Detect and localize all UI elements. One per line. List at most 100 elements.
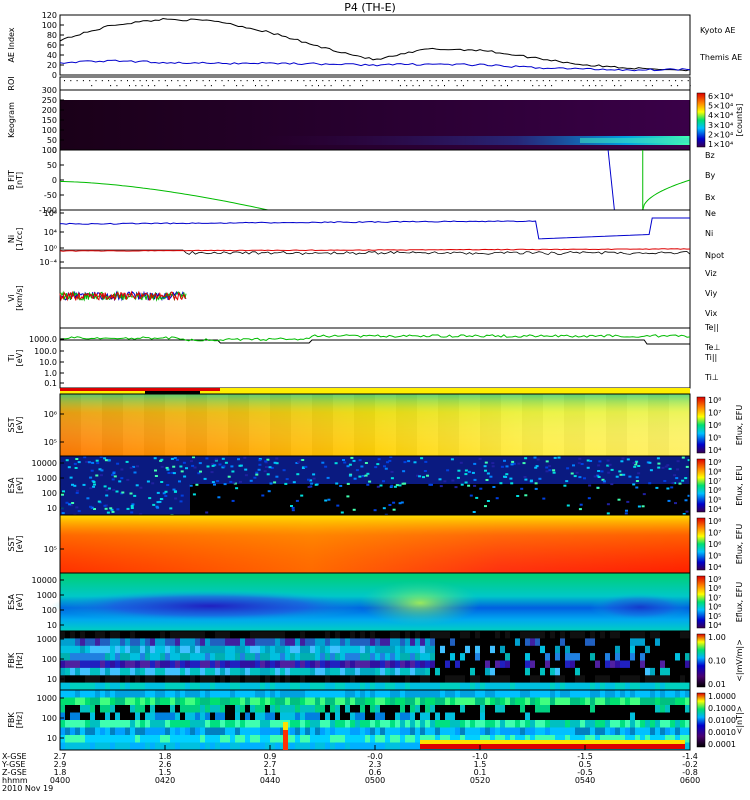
time-axis-value: 0.1: [474, 768, 487, 777]
fbk1-cell: [335, 638, 341, 647]
esa-e-pixel: [577, 462, 581, 465]
fbk1-cell: [290, 682, 296, 691]
fbk2-cell: [670, 727, 676, 736]
fbk2-cell: [400, 720, 406, 728]
fbk2-cell: [680, 697, 686, 706]
fbk2-cell: [315, 697, 321, 706]
esa-e-pixel: [166, 468, 170, 471]
time-axis-row-label: Y-GSE: [1, 760, 25, 769]
esa-e-pixel: [486, 500, 490, 502]
fbk2-cell: [520, 735, 526, 743]
fbk1-cell: [435, 667, 441, 676]
colorbar-tick-sst_i: 10⁷: [708, 529, 721, 538]
fbk2-cell: [365, 727, 371, 736]
fbk1-cell: [585, 675, 591, 683]
fbk1-cell: [75, 645, 81, 654]
axis-label-ni: Ni: [7, 235, 16, 243]
fbk1-cell: [80, 682, 86, 691]
fbk1-cell: [455, 682, 461, 691]
esa-e-pixel: [292, 481, 296, 484]
fbk1-cell: [360, 667, 366, 676]
esa-e-pixel: [343, 461, 347, 464]
esa-e-pixel: [355, 469, 359, 472]
fbk2-cell: [315, 735, 321, 743]
roi-dot: [467, 80, 469, 82]
fbk1-cell: [240, 631, 246, 639]
fbk1-cell: [445, 667, 451, 676]
fbk2-cell: [565, 690, 571, 698]
fbk1-cell: [450, 682, 456, 691]
fbk2-cell: [595, 735, 601, 743]
esa-e-pixel: [520, 487, 524, 490]
fbk2-cell: [435, 712, 441, 721]
fbk1-cell: [560, 675, 566, 683]
fbk2-cell: [255, 727, 261, 736]
fbk2-cell: [635, 727, 641, 736]
fbk2-cell: [360, 690, 366, 698]
fbk2-cell: [130, 735, 136, 743]
fbk2-cell: [280, 727, 286, 736]
esa-e-pixel: [309, 479, 313, 482]
fbk1-cell: [475, 682, 481, 691]
esa-e-pixel: [258, 463, 262, 466]
legend-themis-ae: Themis AE: [699, 53, 742, 62]
esa-e-pixel: [301, 467, 305, 469]
roi-dot: [135, 85, 137, 87]
fbk2-cell: [475, 727, 481, 736]
esa-e-pixel: [231, 499, 235, 502]
fbk1-cell: [295, 682, 301, 691]
fbk2-cell: [400, 742, 406, 751]
fbk1-cell: [575, 638, 581, 647]
fbk2-cell: [370, 690, 376, 698]
esa-e-pixel: [626, 458, 630, 461]
esa-e-pixel: [295, 499, 299, 502]
fbk1-cell: [255, 667, 261, 676]
fbk2-cell: [80, 727, 86, 736]
fbk1-cell: [125, 631, 131, 639]
fbk1-cell: [310, 645, 316, 654]
fbk1-cell: [250, 638, 256, 647]
roi-dot: [116, 85, 118, 87]
fbk2-cell: [90, 712, 96, 721]
fbk2-cell: [270, 720, 276, 728]
fbk2-cell: [395, 742, 401, 751]
esa-e-pixel: [118, 480, 122, 483]
fbk2-cell: [95, 735, 101, 743]
fbk2-cell: [480, 720, 486, 728]
esa-e-pixel: [386, 461, 389, 464]
esa-e-pixel: [232, 481, 236, 484]
esa-e-pixel: [646, 461, 650, 464]
fbk1-cell: [65, 653, 71, 661]
fbk2-cell: [225, 697, 231, 706]
fbk2-cell: [125, 742, 131, 751]
fbk1-cell: [465, 653, 471, 661]
fbk1-cell: [360, 675, 366, 683]
esa-e-pixel: [111, 478, 115, 481]
fbk2-cell: [310, 720, 316, 728]
fbk1-cell: [575, 682, 581, 691]
fbk2-cell: [600, 720, 606, 728]
fbk1-cell: [305, 631, 311, 639]
fbk1-cell: [645, 675, 651, 683]
fbk2-cell: [425, 712, 431, 721]
fbk1-cell: [260, 645, 266, 654]
fbk2-cell: [340, 720, 346, 728]
fbk2-cell: [125, 720, 131, 728]
roi-dot: [261, 85, 263, 87]
esa-e-pixel: [89, 487, 93, 490]
esa-e-pixel: [575, 471, 579, 474]
fbk2-cell: [340, 712, 346, 721]
fbk1-cell: [270, 660, 276, 669]
tick-label-sst_i: 10⁵: [44, 545, 57, 554]
fbk2-cell: [520, 697, 526, 706]
esa-e-pixel: [130, 511, 134, 514]
fbk1-cell: [570, 638, 576, 647]
fbk1-cell: [145, 675, 151, 683]
fbk1-cell: [590, 631, 596, 639]
fbk1-cell: [575, 631, 581, 639]
fbk1-cell: [260, 660, 266, 669]
roi-dot: [511, 80, 513, 82]
fbk2-cell: [485, 705, 491, 713]
esa-e-pixel: [416, 474, 419, 477]
fbk1-cell: [535, 638, 541, 647]
